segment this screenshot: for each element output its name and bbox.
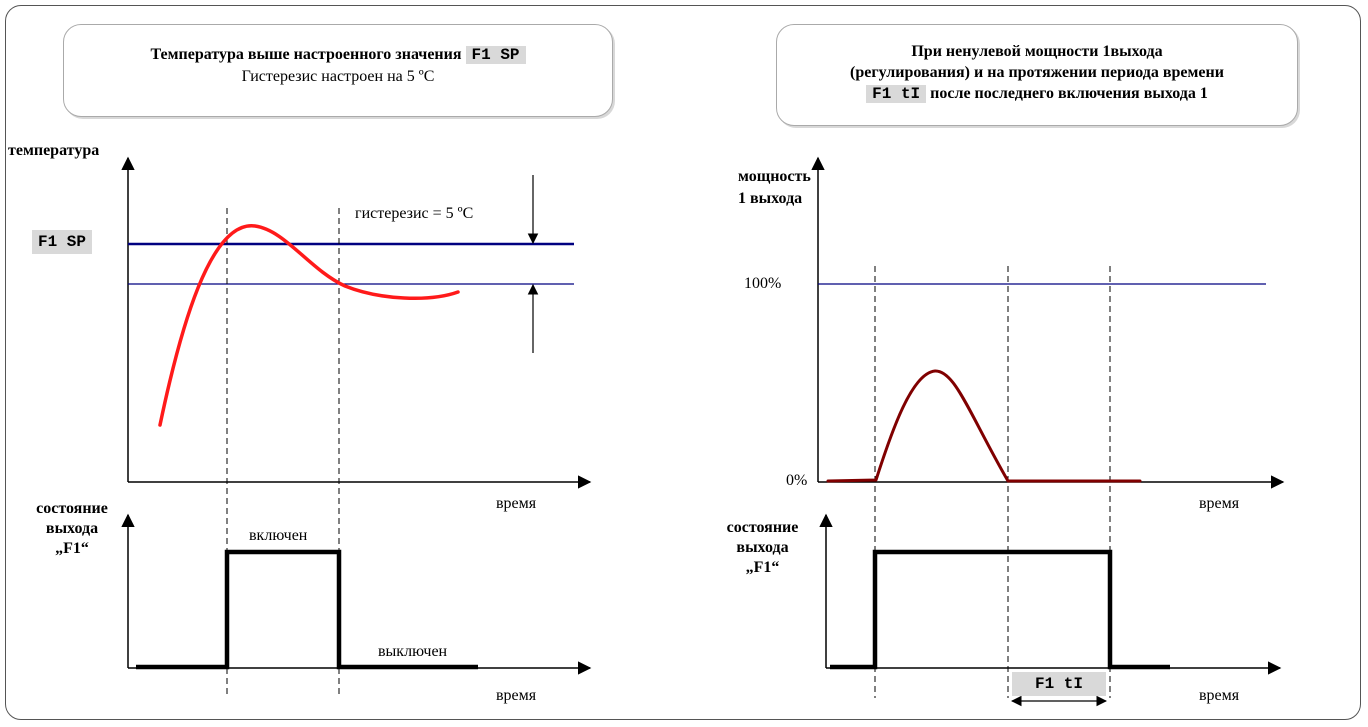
- hysteresis-label: гистерезис = 5 ºC: [355, 205, 474, 222]
- right-state-label-line3: „F1“: [745, 559, 780, 576]
- left-title-text: Температура выше настроенного значения: [150, 46, 462, 63]
- interval-label: F1 tI: [1012, 672, 1106, 696]
- left-time-label-bottom: время: [496, 687, 537, 704]
- left-title-line2: Гистерезис настроен на 5 ºC: [241, 68, 435, 85]
- right-title-box: При ненулевой мощности 1выхода (регулиро…: [776, 24, 1298, 126]
- right-state-label-line2: выхода: [736, 539, 789, 556]
- right-output-state-line: [830, 549, 1170, 670]
- right-time-label-top: время: [1199, 495, 1240, 512]
- right-y-axis-label-line1: мощность: [738, 168, 811, 185]
- left-title-box: Температура выше настроенного значения F…: [63, 24, 613, 117]
- left-title-line1: Температура выше настроенного значения F…: [64, 44, 612, 66]
- off-label: выключен: [378, 643, 448, 660]
- left-state-label-line3: „F1“: [55, 540, 89, 557]
- temperature-curve: [158, 224, 460, 427]
- right-title-line3: F1 tI после последнего включения выхода …: [777, 83, 1297, 105]
- left-state-label-line1: состояние: [36, 500, 108, 517]
- on-label: включен: [249, 527, 308, 544]
- left-time-label-top: время: [496, 495, 537, 512]
- setpoint-label: F1 SP: [32, 230, 93, 254]
- tick-100-percent: 100%: [744, 275, 782, 292]
- right-title-line2: (регулирования) и на протяжении периода …: [850, 64, 1224, 81]
- right-y-axis-label: мощность 1 выхода: [738, 166, 811, 210]
- tick-0-percent: 0%: [786, 472, 808, 489]
- left-state-label-line2: выхода: [45, 520, 99, 537]
- diagram-frame: [5, 5, 1361, 720]
- right-state-label-line1: состояние: [726, 519, 799, 536]
- left-output-state-line: [136, 549, 478, 670]
- right-title-code: F1 tI: [866, 85, 927, 103]
- right-time-label-bottom: время: [1199, 687, 1240, 704]
- right-y-axis-label-line2: 1 выхода: [738, 190, 803, 207]
- left-title-code: F1 SP: [465, 46, 526, 64]
- right-title-text: после последнего включения выхода 1: [930, 85, 1208, 102]
- right-title-line1: При ненулевой мощности 1выхода: [911, 43, 1163, 60]
- power-curve: [826, 369, 1142, 483]
- right-state-label: состояние выхода „F1“: [705, 518, 820, 578]
- left-state-label: состояние выхода „F1“: [17, 499, 127, 559]
- left-y-axis-label: температура: [8, 142, 100, 159]
